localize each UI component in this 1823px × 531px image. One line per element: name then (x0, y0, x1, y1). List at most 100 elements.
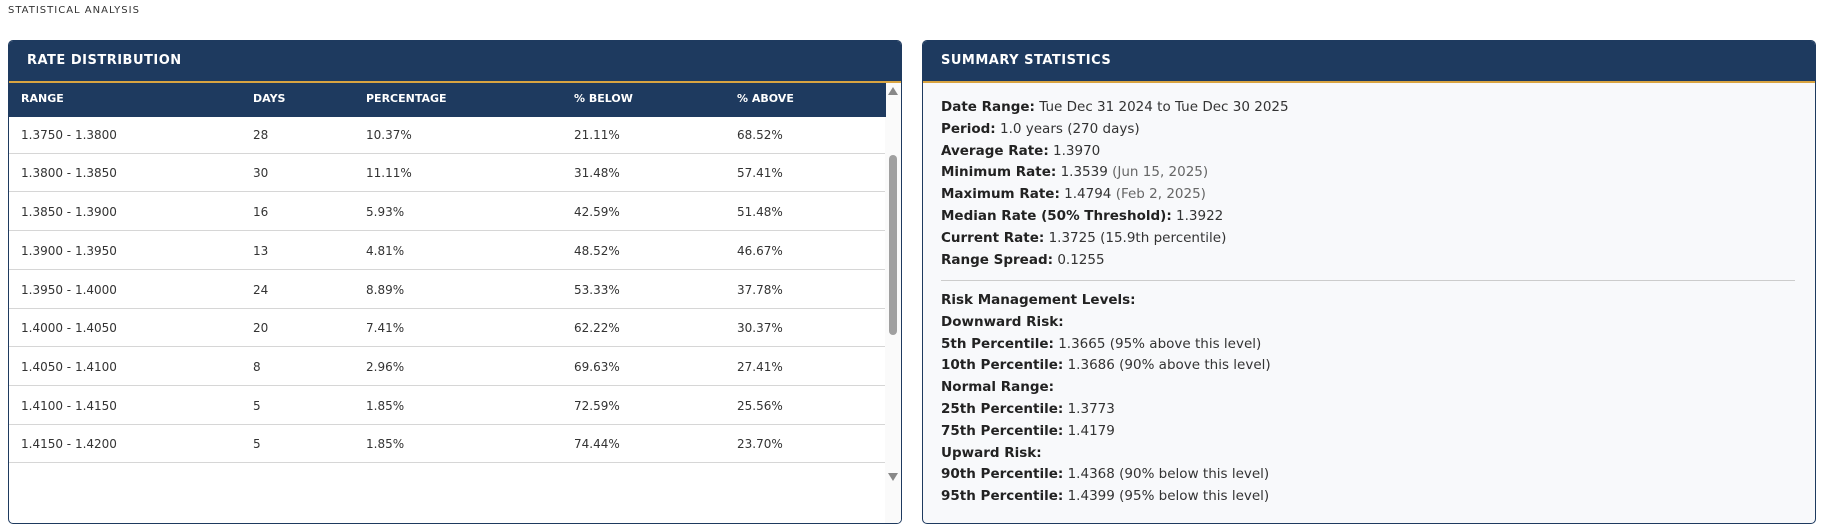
table-cell: 28 (253, 127, 269, 142)
table-cell: 24 (253, 282, 269, 297)
column-header: DAYS (253, 92, 286, 105)
summary-line: 90th Percentile: 1.4368 (90% below this … (941, 466, 1269, 482)
table-cell: 46.67% (737, 243, 783, 258)
table-cell: 1.4000 - 1.4050 (21, 321, 117, 336)
table-cell: 69.63% (574, 359, 620, 374)
table-cell: 1.4050 - 1.4100 (21, 359, 117, 374)
table-cell: 1.3750 - 1.3800 (21, 127, 117, 142)
table-cell: 51.48% (737, 205, 783, 220)
table-cell: 1.85% (366, 398, 405, 413)
summary-line: Upward Risk: (941, 445, 1042, 461)
table-cell: 8.89% (366, 282, 405, 297)
summary-line: 95th Percentile: 1.4399 (95% below this … (941, 488, 1269, 504)
table-cell: 1.3900 - 1.3950 (21, 243, 117, 258)
column-header: % BELOW (574, 92, 633, 105)
table-cell: 16 (253, 205, 269, 220)
table-cell: 68.52% (737, 127, 783, 142)
summary-value: 1.3773 (1067, 401, 1115, 417)
summary-value: 1.4794 (1064, 186, 1112, 203)
table-cell: 10.37% (366, 127, 412, 142)
summary-label: Downward Risk: (941, 313, 1064, 330)
scroll-up[interactable] (888, 87, 898, 95)
summary-value: 1.4368 (90% below this level) (1067, 466, 1270, 483)
page-title: STATISTICAL ANALYSIS (8, 5, 140, 16)
table-cell: 20 (253, 321, 269, 336)
summary-label: Maximum Rate: (941, 186, 1060, 203)
table-cell: 30.37% (737, 321, 783, 336)
summary-label: 5th Percentile: (941, 335, 1054, 352)
summary-label: 90th Percentile: (941, 466, 1064, 483)
table-cell: 1.3850 - 1.3900 (21, 205, 117, 220)
table-cell: 1.85% (366, 437, 405, 452)
table-cell: 25.56% (737, 398, 783, 413)
table-cell: 48.52% (574, 243, 620, 258)
summary-line: 5th Percentile: 1.3665 (95% above this l… (941, 336, 1261, 352)
table-cell: 30 (253, 166, 269, 181)
summary-line: 25th Percentile: 1.3773 (941, 401, 1115, 417)
summary-value: 1.3665 (95% above this level) (1058, 335, 1262, 352)
panel-title: RATE DISTRIBUTION (9, 41, 901, 83)
table-cell: 2.96% (366, 359, 405, 374)
summary-value: 1.3539 (1060, 164, 1108, 181)
summary-line: Minimum Rate: 1.3539 (Jun 15, 2025) (941, 164, 1208, 180)
summary-label: Current Rate: (941, 229, 1045, 246)
table-cell: 23.70% (737, 437, 783, 452)
table-cell: 4.81% (366, 243, 405, 258)
summary-label: 95th Percentile: (941, 488, 1064, 505)
summary-line: Date Range: Tue Dec 31 2024 to Tue Dec 3… (941, 99, 1289, 115)
table-cell: 57.41% (737, 166, 783, 181)
table-header: RANGE DAYS PERCENTAGE % BELOW % ABOVE (9, 83, 886, 117)
table-cell: 13 (253, 243, 269, 258)
summary-line: Range Spread: 0.1255 (941, 252, 1105, 268)
table-body: 1.3700 - 1.3750238.52%12.59%78.89%1.3750… (9, 83, 886, 523)
summary-note: (Jun 15, 2025) (1112, 164, 1209, 181)
summary-line: 10th Percentile: 1.3686 (90% above this … (941, 357, 1271, 373)
summary-line: Maximum Rate: 1.4794 (Feb 2, 2025) (941, 186, 1206, 202)
column-header: RANGE (21, 92, 64, 105)
table-cell: 1.4150 - 1.4200 (21, 437, 117, 452)
table-cell: 62.22% (574, 321, 620, 336)
table-cell: 31.48% (574, 166, 620, 181)
table-cell: 5 (253, 437, 261, 452)
divider (941, 280, 1795, 281)
table-row: 1.3850 - 1.3900 16 5.93% 42.59% 51.48% (9, 193, 886, 232)
scroll-down[interactable] (888, 473, 898, 481)
summary-line: Average Rate: 1.3970 (941, 143, 1100, 159)
distribution-panel: RATE DISTRIBUTION RANGE DAYS PERCENTAGE % B… (8, 40, 902, 524)
summary-panel: SUMMARY STATISTICS Date Range: Tue Dec 3… (922, 40, 1816, 524)
summary-line: Risk Management Levels: (941, 292, 1136, 308)
table-cell: 72.59% (574, 398, 620, 413)
table-cell: 37.78% (737, 282, 783, 297)
summary-label: Risk Management Levels: (941, 292, 1136, 308)
summary-line: Median Rate (50% Threshold): 1.3922 (941, 208, 1223, 224)
summary-note: (Feb 2, 2025) (1115, 186, 1206, 203)
table-cell: 21.11% (574, 127, 620, 142)
table-cell: 1.3950 - 1.4000 (21, 282, 117, 297)
summary-label: Date Range: (941, 99, 1035, 115)
summary-value: 1.4179 (1067, 422, 1115, 439)
summary-value: 1.3686 (90% above this level) (1067, 357, 1271, 374)
summary-label: Average Rate: (941, 142, 1049, 159)
table-row: 1.3750 - 1.3800 28 10.37% 21.11% 68.52% (9, 116, 886, 154)
scrollbar[interactable] (885, 83, 901, 523)
table-cell: 42.59% (574, 205, 620, 220)
summary-label: 25th Percentile: (941, 401, 1064, 417)
summary-value: 1.3970 (1053, 142, 1101, 159)
table-cell: 11.11% (366, 166, 412, 181)
table-cell: 53.33% (574, 282, 620, 297)
table-cell: 8 (253, 359, 261, 374)
table-cell: 74.44% (574, 437, 620, 452)
table-cell: 27.41% (737, 359, 783, 374)
summary-value: 0.1255 (1057, 251, 1105, 268)
scroll-thumb[interactable] (889, 155, 897, 335)
table-row: 1.4150 - 1.4200 5 1.85% 74.44% 23.70% (9, 425, 886, 464)
summary-label: Median Rate (50% Threshold): (941, 208, 1172, 224)
summary-label: Minimum Rate: (941, 164, 1057, 181)
table-row: 1.3950 - 1.4000 24 8.89% 53.33% 37.78% (9, 271, 886, 309)
summary-label: 75th Percentile: (941, 422, 1064, 439)
summary-value: 1.4399 (95% below this level) (1067, 488, 1270, 505)
summary-value: Tue Dec 31 2024 to Tue Dec 30 2025 (1039, 99, 1289, 115)
summary-line: Period: 1.0 years (270 days) (941, 121, 1140, 137)
summary-label: Range Spread: (941, 251, 1054, 268)
